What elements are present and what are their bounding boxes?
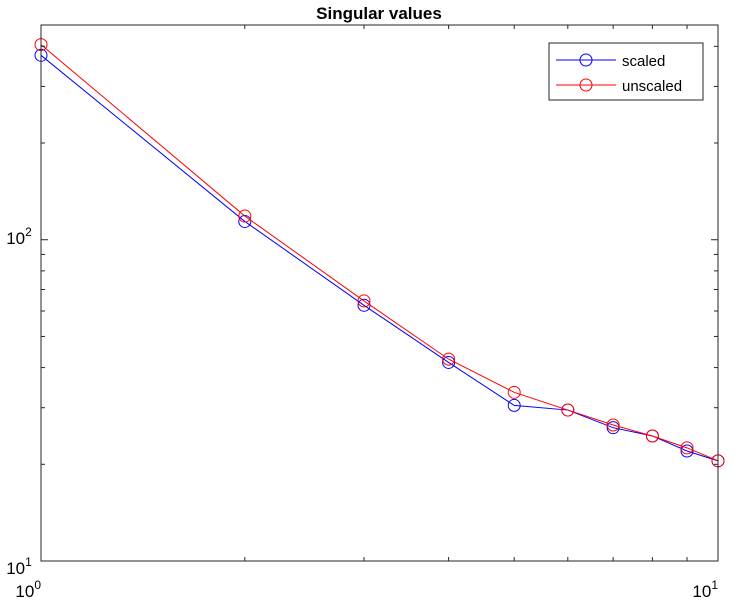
series-line-scaled xyxy=(40,54,719,462)
data-point-scaled-9 xyxy=(680,444,694,458)
legend-entry-unscaled: unscaled xyxy=(556,78,682,95)
svg-text:101: 101 xyxy=(6,555,32,578)
legend: scaled unscaled xyxy=(548,42,704,101)
data-point-unscaled-4 xyxy=(442,352,456,366)
legend-marker-unscaled xyxy=(579,78,593,92)
data-point-unscaled-9 xyxy=(680,441,694,455)
data-point-unscaled-8 xyxy=(645,429,659,443)
data-point-unscaled-5 xyxy=(507,385,521,399)
svg-text:102: 102 xyxy=(6,225,32,248)
data-point-scaled-5 xyxy=(507,398,521,412)
svg-text:100: 100 xyxy=(15,578,41,601)
x-tick-label-10: 101 xyxy=(692,578,718,601)
data-point-unscaled-7 xyxy=(606,418,620,432)
plot-area xyxy=(34,24,725,562)
plot-background xyxy=(41,25,718,561)
tick-marks xyxy=(40,25,718,562)
x-tick-label-1: 100 xyxy=(15,578,41,601)
legend-label-scaled: scaled xyxy=(622,53,665,70)
legend-box xyxy=(548,42,704,101)
data-point-unscaled-6 xyxy=(561,403,575,417)
chart-title: Singular values xyxy=(316,4,442,23)
legend-marker-scaled xyxy=(579,53,593,67)
data-point-unscaled-2 xyxy=(238,209,252,223)
y-tick-label-10: 101 xyxy=(6,555,32,578)
y-tick-label-100: 102 xyxy=(6,225,32,248)
series-line-unscaled xyxy=(40,44,719,462)
legend-entry-scaled: scaled xyxy=(556,53,665,70)
data-point-unscaled-3 xyxy=(357,294,371,308)
data-point-scaled-7 xyxy=(606,421,620,435)
axes-box xyxy=(40,24,719,562)
svg-text:101: 101 xyxy=(692,578,718,601)
legend-label-unscaled: unscaled xyxy=(622,78,682,95)
